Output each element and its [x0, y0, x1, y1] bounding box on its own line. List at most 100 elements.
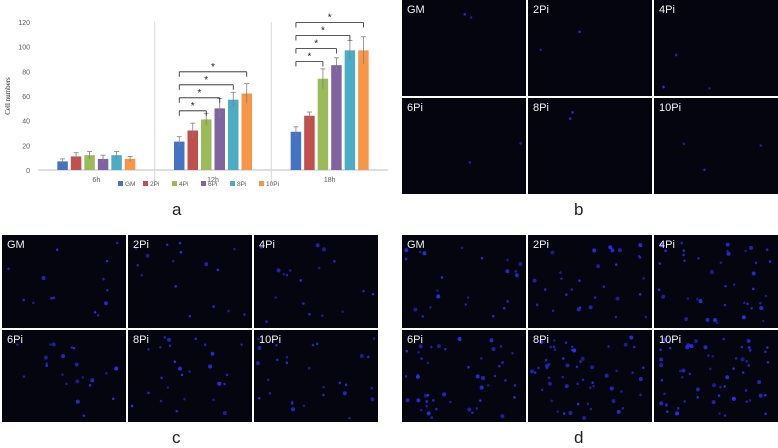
nucleus	[514, 270, 518, 273]
nucleus	[711, 354, 715, 357]
nucleus	[638, 376, 643, 381]
legend-swatch-8Pi	[230, 181, 235, 186]
legend-label-10Pi: 10Pi	[266, 181, 279, 188]
y-tick-label: 120	[18, 20, 30, 27]
nucleus	[607, 344, 610, 348]
nucleus	[547, 362, 551, 365]
micrograph-d-4Pi: 4Pi	[654, 235, 778, 328]
micrograph-nuclei	[259, 243, 375, 323]
nucleus	[559, 271, 562, 274]
nucleus	[549, 345, 553, 348]
nucleus	[506, 258, 509, 262]
nucleus	[562, 356, 565, 360]
legend-label-GM: GM	[125, 181, 135, 188]
nucleus	[713, 318, 718, 323]
nucleus	[106, 288, 109, 292]
nucleus	[764, 393, 767, 397]
nucleus	[588, 305, 593, 310]
nucleus	[55, 248, 59, 251]
micrograph-nuclei	[662, 53, 711, 90]
nucleus	[537, 366, 540, 369]
nucleus	[96, 314, 100, 317]
nucleus	[632, 345, 636, 348]
nucleus	[621, 406, 625, 410]
nucleus	[682, 249, 686, 252]
micrograph-label: 4Pi	[659, 4, 675, 16]
nucleus	[317, 266, 321, 270]
significance-star: *	[307, 51, 311, 62]
nucleus	[423, 393, 428, 398]
nucleus	[657, 288, 661, 292]
nucleus	[469, 16, 473, 19]
nucleus	[578, 30, 581, 34]
micrograph-label: 4Pi	[259, 239, 275, 251]
micrograph-nuclei	[568, 111, 574, 120]
nucleus	[561, 375, 565, 378]
nucleus	[308, 312, 311, 316]
nucleus	[493, 374, 497, 377]
nucleus	[223, 382, 226, 385]
nucleus	[545, 366, 549, 369]
nucleus	[417, 350, 420, 354]
nucleus	[518, 261, 523, 266]
nucleus	[576, 307, 581, 312]
micrograph-b-GM: GM	[402, 0, 526, 96]
micrograph-label: GM	[407, 4, 425, 16]
nucleus	[259, 246, 263, 249]
nucleus	[764, 294, 768, 298]
nucleus	[514, 273, 519, 278]
nucleus	[420, 408, 423, 411]
nucleus	[712, 382, 716, 387]
micrograph-c-2Pi: 2Pi	[128, 235, 252, 328]
nucleus	[608, 245, 613, 250]
nucleus	[757, 379, 762, 384]
x-tick-label: 18h	[324, 177, 336, 184]
nucleus	[145, 253, 150, 258]
significance-star: *	[198, 88, 202, 99]
nucleus	[291, 406, 296, 411]
bar-10Pi-18h	[358, 50, 369, 170]
nucleus	[644, 315, 648, 319]
nucleus	[707, 353, 710, 357]
nucleus	[183, 397, 186, 400]
nucleus	[744, 249, 747, 253]
panel-label-c: c	[172, 428, 181, 447]
legend-label-6Pi: 6Pi	[208, 181, 217, 188]
nucleus	[709, 270, 714, 275]
legend-swatch-10Pi	[259, 181, 264, 186]
nucleus	[315, 243, 320, 248]
nucleus	[222, 410, 227, 415]
nucleus	[586, 402, 590, 405]
nucleus	[709, 367, 712, 370]
nucleus	[88, 383, 92, 387]
nucleus	[661, 294, 666, 299]
micrograph-label: 2Pi	[133, 239, 149, 251]
significance-star: *	[211, 62, 215, 73]
nucleus	[683, 259, 686, 263]
nucleus	[321, 247, 326, 252]
nucleus	[475, 373, 480, 378]
nucleus	[425, 399, 429, 403]
nucleus	[178, 366, 182, 371]
nucleus	[751, 271, 756, 276]
nucleus	[659, 356, 664, 362]
nucleus	[282, 272, 285, 276]
nucleus	[460, 246, 464, 250]
nucleus	[580, 356, 585, 361]
nucleus	[50, 296, 53, 300]
nucleus	[344, 383, 348, 386]
nucleus	[551, 309, 555, 313]
legend-label-4Pi: 4Pi	[179, 181, 188, 188]
nucleus	[45, 363, 48, 367]
nucleus	[65, 381, 68, 385]
y-tick-label: 60	[22, 94, 30, 101]
nucleus	[639, 393, 642, 396]
nucleus	[581, 377, 585, 381]
nucleus	[32, 301, 35, 305]
nucleus	[592, 248, 597, 253]
nucleus	[475, 406, 479, 410]
nucleus	[302, 302, 305, 305]
nucleus	[723, 413, 727, 417]
nucleus	[570, 288, 574, 291]
